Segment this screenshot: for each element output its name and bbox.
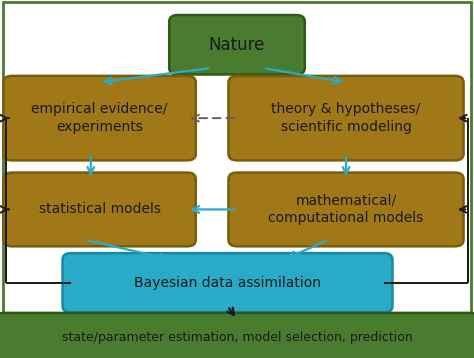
Text: Bayesian data assimilation: Bayesian data assimilation — [134, 276, 321, 290]
Text: Nature: Nature — [209, 36, 265, 54]
Text: state/parameter estimation, model selection, prediction: state/parameter estimation, model select… — [62, 331, 412, 344]
Text: theory & hypotheses/
scientific modeling: theory & hypotheses/ scientific modeling — [272, 102, 420, 134]
Text: empirical evidence/
experiments: empirical evidence/ experiments — [31, 102, 168, 134]
FancyBboxPatch shape — [0, 313, 474, 358]
Text: statistical models: statistical models — [38, 202, 161, 217]
FancyBboxPatch shape — [3, 173, 196, 246]
FancyBboxPatch shape — [63, 253, 392, 313]
FancyBboxPatch shape — [228, 173, 464, 246]
FancyBboxPatch shape — [169, 15, 305, 74]
Text: mathematical/
computational models: mathematical/ computational models — [268, 194, 424, 225]
FancyBboxPatch shape — [3, 76, 196, 160]
FancyBboxPatch shape — [228, 76, 464, 160]
